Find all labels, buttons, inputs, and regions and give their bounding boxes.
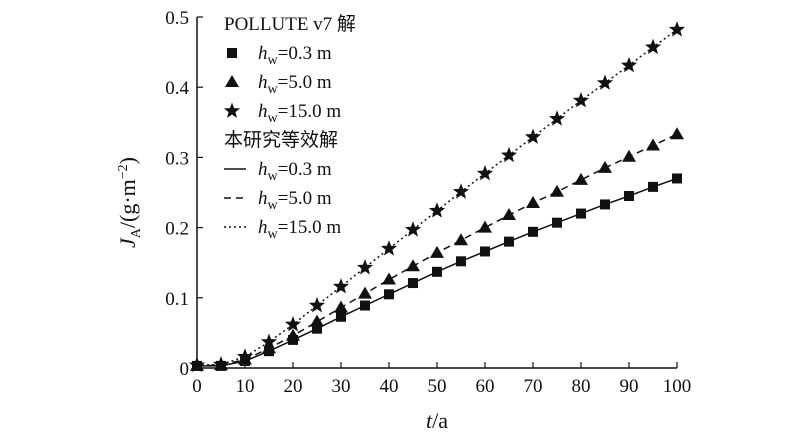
data-point-square [504,236,514,247]
data-point-star [356,259,374,275]
data-point-square [336,311,346,322]
data-point-triangle [478,220,492,233]
data-point-star [404,221,422,237]
legend-marker-square [227,48,237,58]
data-point-star [212,356,230,372]
x-tick-label: 90 [620,376,639,397]
data-point-square [432,266,442,277]
data-point-star [284,316,302,332]
axes [196,16,678,369]
data-point-star [380,240,398,256]
data-point-square [528,226,538,237]
data-point-triangle [262,341,276,354]
data-point-square [384,289,394,300]
data-point-triangle [622,149,636,162]
legend: POLLUTE v7 解 hw=0.3 m hw=5.0 m hw=15.0 m 本研究… [223,13,356,242]
legend-group-title: 本研究等效解 [224,129,338,151]
data-point-square [624,191,634,202]
legend-entry-label: hw=15.0 m [258,101,341,126]
data-point-triangle [382,272,396,285]
legend-group-title: POLLUTE v7 解 [224,13,356,35]
data-point-square [552,217,562,228]
data-point-star [332,278,350,294]
data-point-star [188,356,206,373]
data-point-square [648,181,658,192]
y-tick-label: 0.1 [165,289,189,310]
data-point-star [572,92,590,108]
data-point-triangle [646,138,660,151]
data-point-star [596,74,614,90]
data-point-star [620,56,638,73]
data-point-star [524,128,542,144]
data-point-triangle [454,233,468,246]
series-markers [188,21,686,373]
data-point-triangle [334,300,348,313]
y-tick-label: 0.3 [165,148,189,169]
x-tick-label: 20 [284,376,303,397]
data-point-triangle [670,127,684,140]
y-tick-label: 0.2 [165,219,189,240]
data-point-square [480,246,490,257]
legend-entry-label: hw=15.0 m [258,217,341,242]
legend-marker-triangle [225,75,239,87]
data-point-star [644,38,662,55]
x-tick-label: 30 [332,376,351,397]
data-point-square [576,208,586,219]
data-point-square [672,173,682,184]
data-point-triangle [502,207,516,220]
x-tick-label: 60 [476,376,495,397]
data-point-triangle [598,160,612,173]
data-point-triangle [358,286,372,299]
data-point-star [236,348,254,364]
data-point-square [600,199,610,210]
y-tick-label: 0.5 [165,8,189,29]
data-point-star [452,183,470,199]
data-point-star [548,110,566,126]
data-point-square [456,256,466,267]
data-point-star [476,165,494,181]
x-tick-label: 100 [663,376,692,397]
legend-entry-label: hw=0.3 m [258,159,332,184]
x-tick-label: 70 [524,376,543,397]
legend-entry-label: hw=5.0 m [258,72,332,97]
x-tick-label: 50 [428,376,447,397]
data-point-square [408,278,418,289]
data-point-square [360,300,370,311]
x-tick-label: 80 [572,376,591,397]
x-tick-label: 40 [380,376,399,397]
data-point-triangle [526,196,540,209]
data-point-triangle [550,184,564,197]
data-point-star [428,202,446,218]
data-point-square [312,323,322,334]
data-point-star [260,333,278,349]
x-tick-label: 0 [192,376,202,397]
data-point-triangle [574,172,588,185]
y-tick-label: 0 [180,359,190,380]
data-point-triangle [430,245,444,258]
data-point-star [308,297,326,313]
x-tick-label: 10 [236,376,255,397]
data-point-triangle [310,314,324,327]
legend-marker-star [223,102,241,118]
data-point-star [668,21,686,37]
y-axis-label: JA/(g·m−2) [115,157,144,248]
y-tick-label: 0.4 [165,78,189,99]
tick-labels: 0 10 20 30 40 50 60 70 80 90 100 0 0.1 0.2 0.3 0.4 0.5 [165,8,691,397]
data-point-triangle [406,259,420,272]
x-axis-label: t/a [426,408,448,433]
legend-entry-label: hw=5.0 m [258,188,332,213]
data-point-star [500,146,518,163]
data-point-triangle [286,328,300,341]
legend-entry-label: hw=0.3 m [258,43,332,68]
